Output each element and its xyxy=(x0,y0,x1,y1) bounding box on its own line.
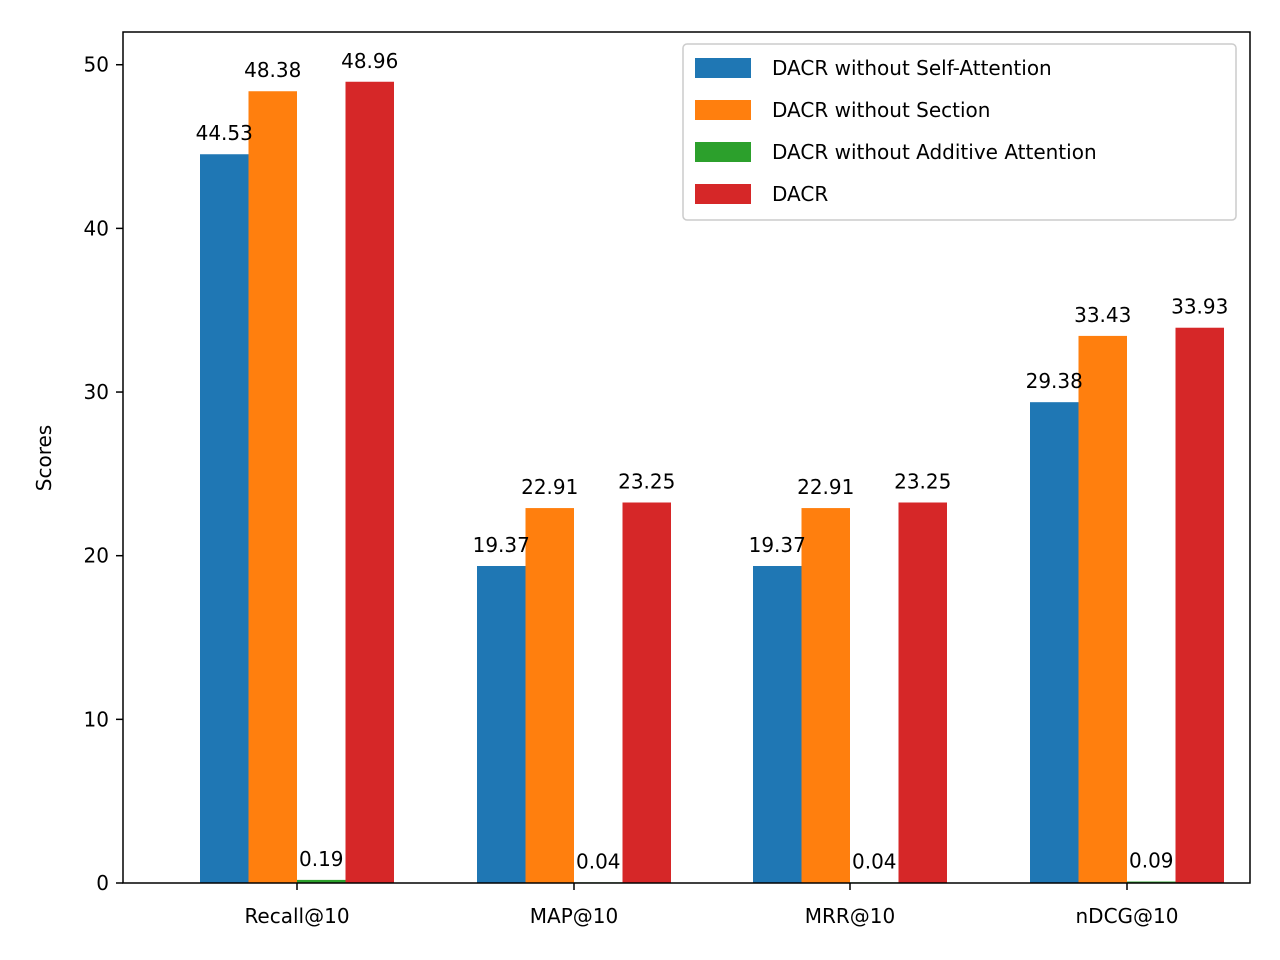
x-axis: Recall@10 MAP@10 MRR@10 nDCG@10 xyxy=(244,883,1179,928)
data-label: 19.37 xyxy=(473,533,530,557)
data-label: 23.25 xyxy=(618,470,675,494)
bar-map-10-series-3 xyxy=(622,502,671,883)
data-label: 29.38 xyxy=(1026,369,1083,393)
data-label: 0.09 xyxy=(1129,849,1174,873)
x-tick-label: nDCG@10 xyxy=(1076,904,1179,928)
plot-frame xyxy=(122,31,1251,884)
data-label: 0.19 xyxy=(299,847,344,871)
data-label: 44.53 xyxy=(196,121,253,145)
y-axis: 0 10 20 30 40 50 xyxy=(84,53,123,895)
bar-recall-10-series-0 xyxy=(200,154,249,884)
y-tick-label: 0 xyxy=(96,871,109,895)
data-labels-group: 44.53 19.37 19.37 29.38 48.38 22.91 22.91 33.43… xyxy=(196,49,1229,874)
y-tick-label: 10 xyxy=(84,707,109,731)
legend-swatch xyxy=(695,100,751,120)
bars-group xyxy=(200,81,1224,884)
y-axis-label: Scores xyxy=(32,425,56,491)
bar-mrr-10-series-1 xyxy=(801,508,850,883)
data-label: 0.04 xyxy=(852,849,897,873)
bar-recall-10-series-3 xyxy=(345,81,394,883)
data-label: 22.91 xyxy=(797,475,854,499)
bar-ndcg-10-series-1 xyxy=(1078,335,1127,884)
legend-label: DACR without Section xyxy=(772,98,990,122)
data-label: 48.96 xyxy=(341,49,398,73)
bar-ndcg-10-series-3 xyxy=(1175,327,1224,883)
x-tick-label: MRR@10 xyxy=(805,904,896,928)
bar-mrr-10-series-0 xyxy=(753,566,802,883)
data-label: 19.37 xyxy=(749,533,806,557)
bar-mrr-10-series-3 xyxy=(898,502,947,883)
bar-recall-10-series-2 xyxy=(297,879,346,883)
data-label: 33.43 xyxy=(1074,303,1131,327)
bar-map-10-series-0 xyxy=(477,566,526,883)
legend-swatch xyxy=(695,142,751,162)
data-label: 23.25 xyxy=(894,470,951,494)
legend-swatch xyxy=(695,184,751,204)
legend-label: DACR without Additive Attention xyxy=(772,140,1097,164)
data-label: 22.91 xyxy=(521,475,578,499)
data-label: 0.04 xyxy=(576,849,621,873)
bar-ndcg-10-series-0 xyxy=(1030,402,1079,883)
bar-map-10-series-1 xyxy=(525,508,574,883)
y-tick-label: 20 xyxy=(84,544,109,568)
y-tick-label: 30 xyxy=(84,380,109,404)
legend: DACR without Self-Attention DACR without … xyxy=(682,43,1237,221)
y-tick-label: 40 xyxy=(84,216,109,240)
data-label: 48.38 xyxy=(244,58,301,82)
x-tick-label: Recall@10 xyxy=(244,904,349,928)
y-tick-label: 50 xyxy=(84,53,109,77)
legend-box xyxy=(682,43,1237,221)
data-label: 33.93 xyxy=(1171,295,1228,319)
legend-label: DACR without Self-Attention xyxy=(772,56,1052,80)
legend-label: DACR xyxy=(772,182,828,206)
bar-recall-10-series-1 xyxy=(248,91,297,884)
legend-swatch xyxy=(695,58,751,78)
x-tick-label: MAP@10 xyxy=(530,904,618,928)
